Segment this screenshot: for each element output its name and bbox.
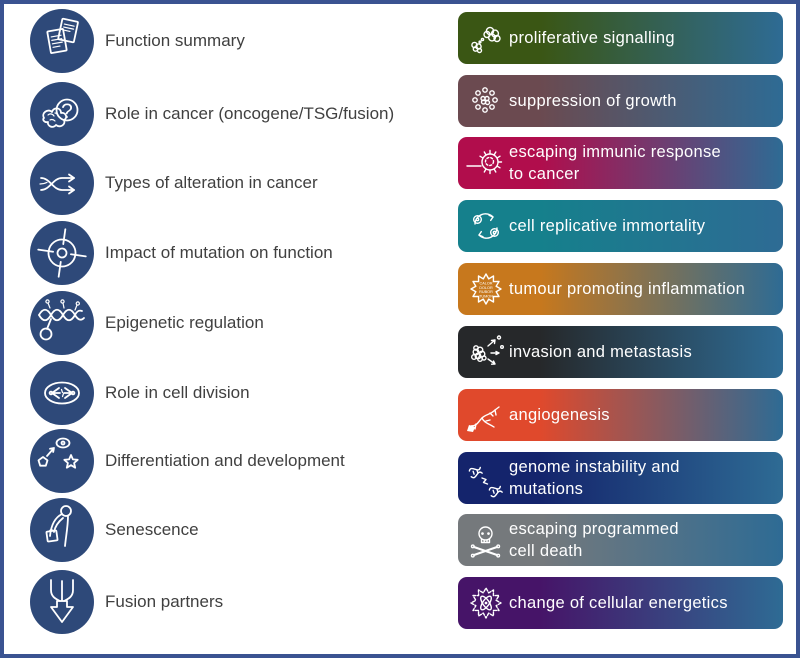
left-item-differentiation: Differentiation and development — [30, 429, 345, 493]
hallmark-tumour-promoting-inflammation: CALOR DOLOR RUBOR TUMOR tumour promoting… — [458, 263, 783, 315]
svg-text:CALOR: CALOR — [479, 282, 492, 286]
hallmark-label: suppression of growth — [509, 92, 677, 110]
vessel-branch-icon — [463, 395, 509, 435]
inflammation-star-icon: CALOR DOLOR RUBOR TUMOR — [463, 269, 509, 309]
broken-dna-icon — [463, 458, 509, 498]
left-item-label: Epigenetic regulation — [105, 313, 264, 332]
skull-crossbones-icon — [463, 520, 509, 560]
hallmark-label: change of cellular energetics — [509, 594, 728, 612]
left-item-role-in-cancer: ? Role in cancer (oncogene/TSG/fusion) — [30, 82, 394, 146]
left-item-label: Role in cell division — [105, 383, 250, 402]
senescence-icon — [30, 498, 94, 562]
left-item-label: Types of alteration in cancer — [105, 173, 318, 192]
differentiation-icon — [30, 429, 94, 493]
hallmark-label: cell replicative immortality — [509, 217, 706, 235]
left-item-impact-of-mutation: Impact of mutation on function — [30, 221, 333, 285]
hallmark-suppression-of-growth: suppression of growth — [458, 75, 783, 127]
cell-cluster-icon — [463, 18, 509, 58]
invading-cells-icon — [463, 332, 509, 372]
atom-burst-icon — [463, 583, 509, 623]
shuffle-arrows-icon — [30, 151, 94, 215]
left-item-epigenetic-regulation: Epigenetic regulation — [30, 291, 264, 355]
svg-text:?: ? — [61, 100, 73, 123]
left-item-label: Impact of mutation on function — [105, 243, 333, 262]
documents-icon — [30, 9, 94, 73]
scattered-cells-icon — [463, 81, 509, 121]
svg-text:TUMOR: TUMOR — [479, 294, 493, 298]
hallmark-label: proliferative signalling — [509, 29, 675, 47]
left-item-label: Function summary — [105, 31, 245, 50]
left-item-label: Fusion partners — [105, 592, 224, 611]
hallmark-genome-instability: genome instability and mutations — [458, 452, 783, 504]
hallmark-label: genome instability and mutations — [509, 458, 680, 498]
tangle-question-icon: ? — [30, 82, 94, 146]
left-item-fusion-partners: Fusion partners — [30, 570, 223, 634]
hallmark-escaping-immunic-response: escaping immunic response to cancer — [458, 137, 783, 189]
hallmark-label: escaping programmed cell death — [509, 520, 679, 560]
hallmark-angiogenesis: angiogenesis — [458, 389, 783, 441]
hallmark-label: angiogenesis — [509, 406, 610, 424]
cell-division-icon — [30, 361, 94, 425]
hallmark-change-of-cellular-energetics: change of cellular energetics — [458, 577, 783, 629]
cell-cycle-icon — [463, 206, 509, 246]
left-item-role-in-cell-division: Role in cell division — [30, 361, 250, 425]
hallmark-escaping-programmed-cell-death: escaping programmed cell death — [458, 514, 783, 566]
crosshair-icon — [30, 221, 94, 285]
hallmark-label: invasion and metastasis — [509, 343, 692, 361]
svg-text:DOLOR: DOLOR — [479, 286, 493, 290]
left-item-label: Senescence — [105, 520, 199, 539]
left-item-label: Role in cancer (oncogene/TSG/fusion) — [105, 104, 395, 123]
left-item-label: Differentiation and development — [105, 451, 345, 470]
fusion-fork-icon — [30, 570, 94, 634]
left-item-types-of-alteration: Types of alteration in cancer — [30, 151, 318, 215]
hallmark-label: tumour promoting inflammation — [509, 280, 746, 298]
dna-methylation-icon — [30, 291, 94, 355]
svg-text:RUBOR: RUBOR — [479, 290, 493, 294]
hallmark-invasion-and-metastasis: invasion and metastasis — [458, 326, 783, 378]
spiky-cell-icon — [463, 143, 509, 183]
hallmark-cell-replicative-immortality: cell replicative immortality — [458, 200, 783, 252]
hallmark-proliferative-signalling: proliferative signalling — [458, 12, 783, 64]
hallmark-label: escaping immunic response to cancer — [509, 143, 722, 183]
left-item-senescence: Senescence — [30, 498, 199, 562]
left-item-function-summary: Function summary — [30, 9, 245, 73]
